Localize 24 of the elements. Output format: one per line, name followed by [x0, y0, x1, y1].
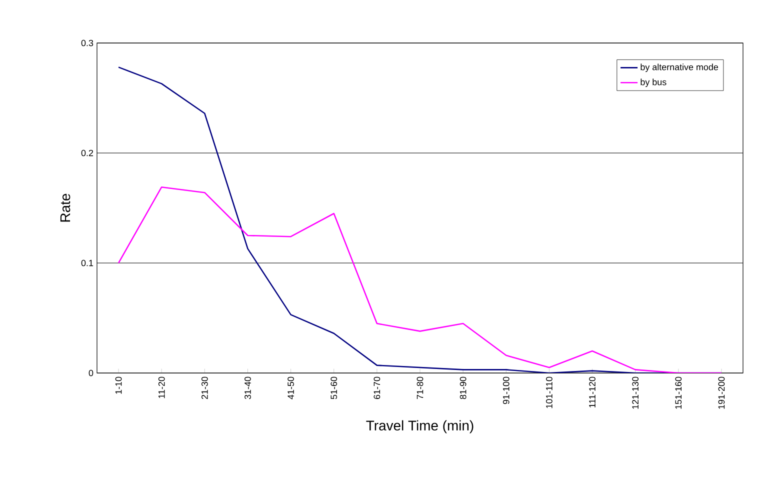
x-tick-label: 11-20	[158, 376, 165, 398]
x-tick-label: 191-200	[718, 376, 725, 409]
x-tick-label: 71-80	[416, 376, 424, 399]
y-axis-title: Rate	[60, 194, 70, 222]
x-tick-label: 31-40	[244, 376, 251, 400]
legend-label: by alternative mode	[640, 64, 718, 72]
x-tick-label: 91-100	[502, 376, 510, 404]
x-tick-label: 121-130	[632, 376, 639, 409]
x-tick-label: 81-90	[460, 376, 466, 400]
legend-label: by bus	[640, 78, 666, 88]
x-tick-label: 101-110	[546, 376, 552, 408]
x-tick-label: 61-70	[374, 376, 380, 399]
x-tick-label: 41-50	[288, 376, 294, 400]
y-tick-label: 0.1	[81, 260, 94, 266]
y-tick-label: 0	[88, 370, 94, 376]
x-tick-label: 51-60	[330, 376, 338, 400]
x-tick-label: 151-160	[675, 376, 682, 409]
x-axis-title: Travel Time (min)	[366, 420, 474, 434]
x-tick-label: 21-30	[201, 376, 208, 399]
y-tick-label: 0.3	[81, 40, 94, 46]
x-tick-label: 1-10	[115, 376, 122, 394]
x-tick-label: 111-120	[589, 376, 596, 408]
y-tick-label: 0.2	[81, 150, 94, 156]
line-series	[118, 186, 722, 373]
